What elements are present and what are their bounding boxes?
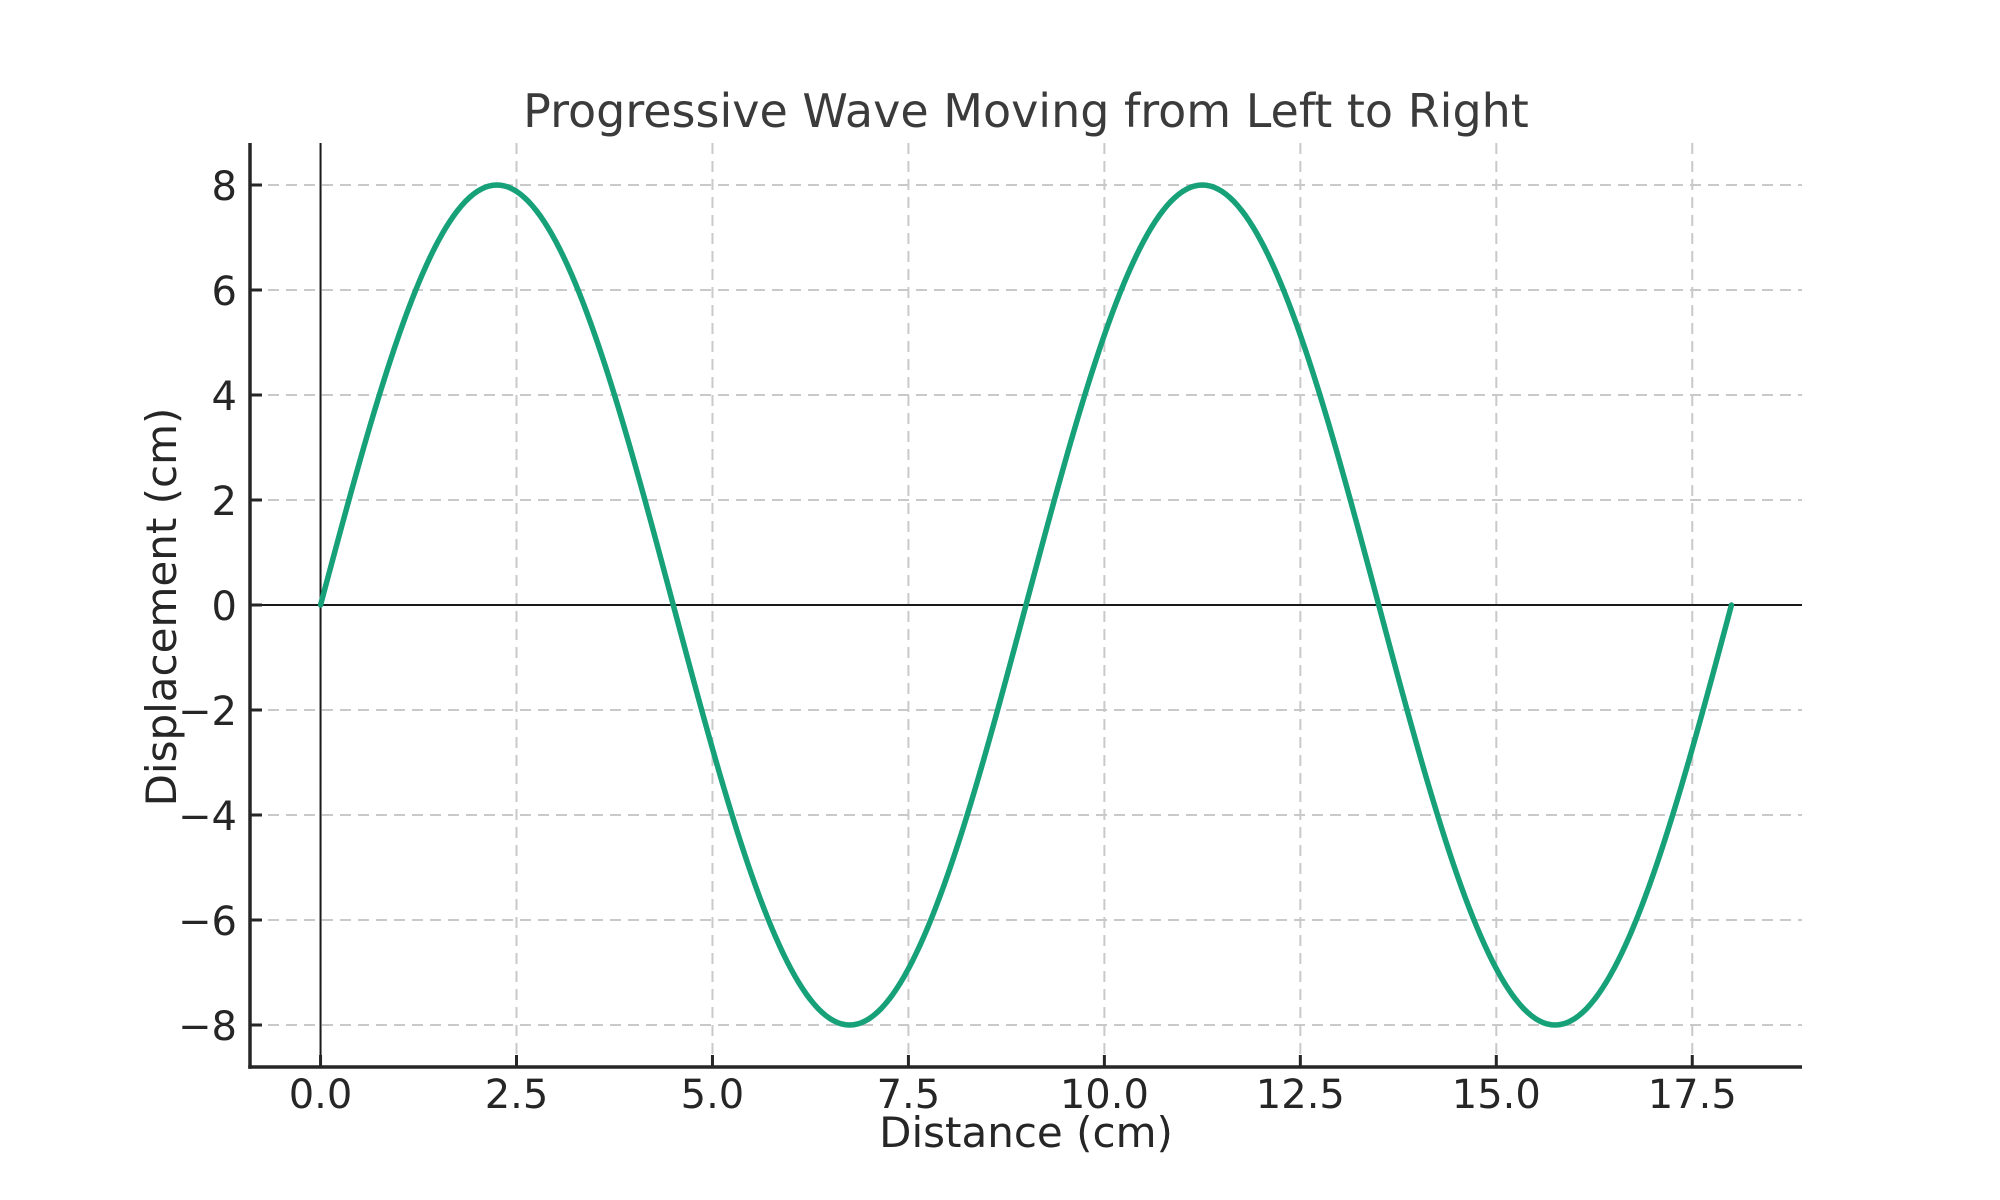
x-tick-label: 5.0 xyxy=(681,1072,745,1118)
y-tick-label: 6 xyxy=(212,269,237,315)
x-tick-label: 15.0 xyxy=(1452,1072,1541,1118)
x-tick-label: 2.5 xyxy=(485,1072,549,1118)
y-tick-label: 4 xyxy=(212,374,237,420)
chart-title: Progressive Wave Moving from Left to Rig… xyxy=(523,84,1529,138)
y-tick-label: 8 xyxy=(212,164,237,210)
y-tick-label: −8 xyxy=(178,1004,237,1050)
x-tick-label: 0.0 xyxy=(289,1072,353,1118)
y-tick-label: 0 xyxy=(212,584,237,630)
y-tick-label: −4 xyxy=(178,794,237,840)
y-tick-label: −6 xyxy=(178,899,237,945)
y-tick-label: 2 xyxy=(212,479,237,525)
x-tick-label: 7.5 xyxy=(877,1072,941,1118)
x-tick-label: 10.0 xyxy=(1060,1072,1149,1118)
wave-curve xyxy=(317,182,1735,1028)
tick-marks xyxy=(250,183,1694,1067)
y-tick-label: −2 xyxy=(178,689,237,735)
x-tick-label: 17.5 xyxy=(1648,1072,1737,1118)
x-axis-label: Distance (cm) xyxy=(879,1108,1173,1157)
x-tick-label: 12.5 xyxy=(1256,1072,1345,1118)
